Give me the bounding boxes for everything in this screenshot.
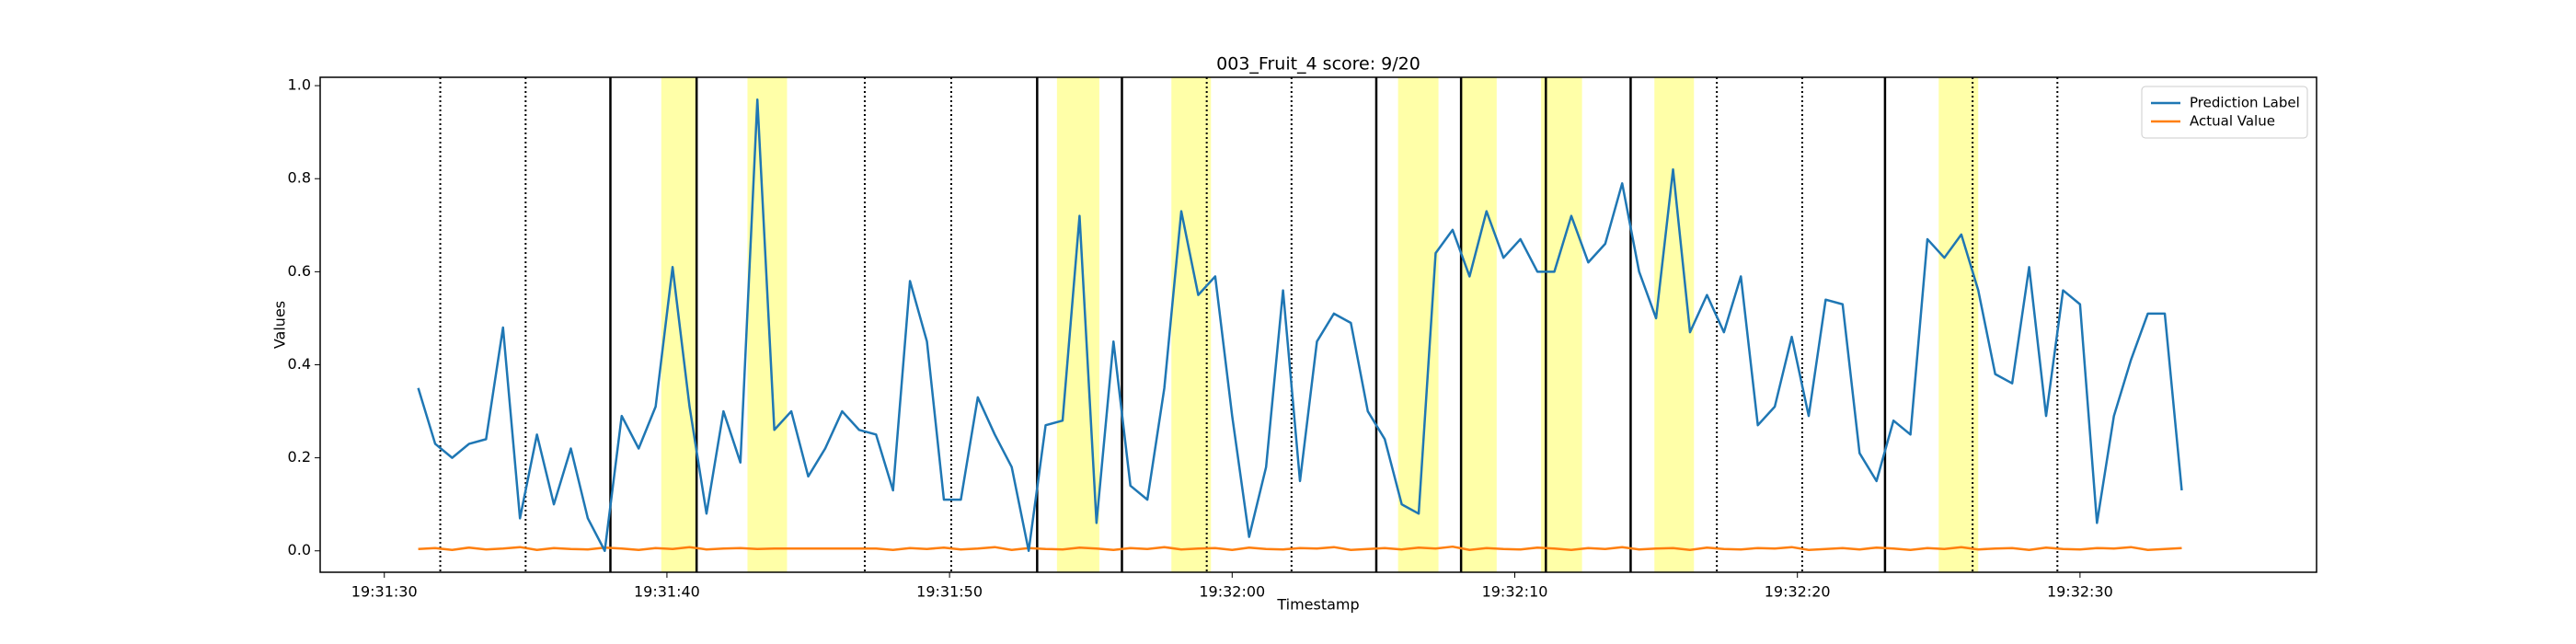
highlight-span (1397, 77, 1439, 572)
x-tick-label: 19:31:40 (634, 583, 700, 601)
highlight-span (1056, 77, 1099, 572)
highlight-span (1938, 77, 1979, 572)
x-tick-label: 19:32:10 (1482, 583, 1548, 601)
highlight-span (747, 77, 788, 572)
highlight-span (1461, 77, 1497, 572)
y-tick-label: 0.6 (288, 262, 311, 280)
legend-label: Actual Value (2190, 113, 2275, 130)
x-tick-label: 19:32:20 (1765, 583, 1831, 601)
highlight-span (1171, 77, 1212, 572)
y-tick-label: 0.8 (288, 169, 311, 187)
y-axis-label: Values (271, 301, 289, 349)
y-tick-label: 0.2 (288, 448, 311, 466)
y-tick-label: 0.4 (288, 355, 311, 373)
x-tick-label: 19:31:50 (916, 583, 983, 601)
legend-label: Prediction Label (2190, 95, 2300, 111)
data-line (417, 98, 2183, 552)
x-tick-label: 19:31:30 (351, 583, 418, 601)
highlight-span (1541, 77, 1582, 572)
legend-box (2141, 86, 2308, 139)
y-tick-label: 0.0 (288, 541, 311, 558)
data-line (418, 545, 2182, 551)
plot-frame (319, 76, 2317, 573)
x-tick-label: 19:32:00 (1199, 583, 1265, 601)
y-tick-label: 1.0 (288, 76, 311, 94)
highlight-span (1654, 77, 1695, 572)
chart-title: 003_Fruit_4 score: 9/20 (1216, 54, 1420, 75)
x-axis-label: Timestamp (1276, 596, 1359, 614)
x-tick-label: 19:32:30 (2047, 583, 2113, 601)
